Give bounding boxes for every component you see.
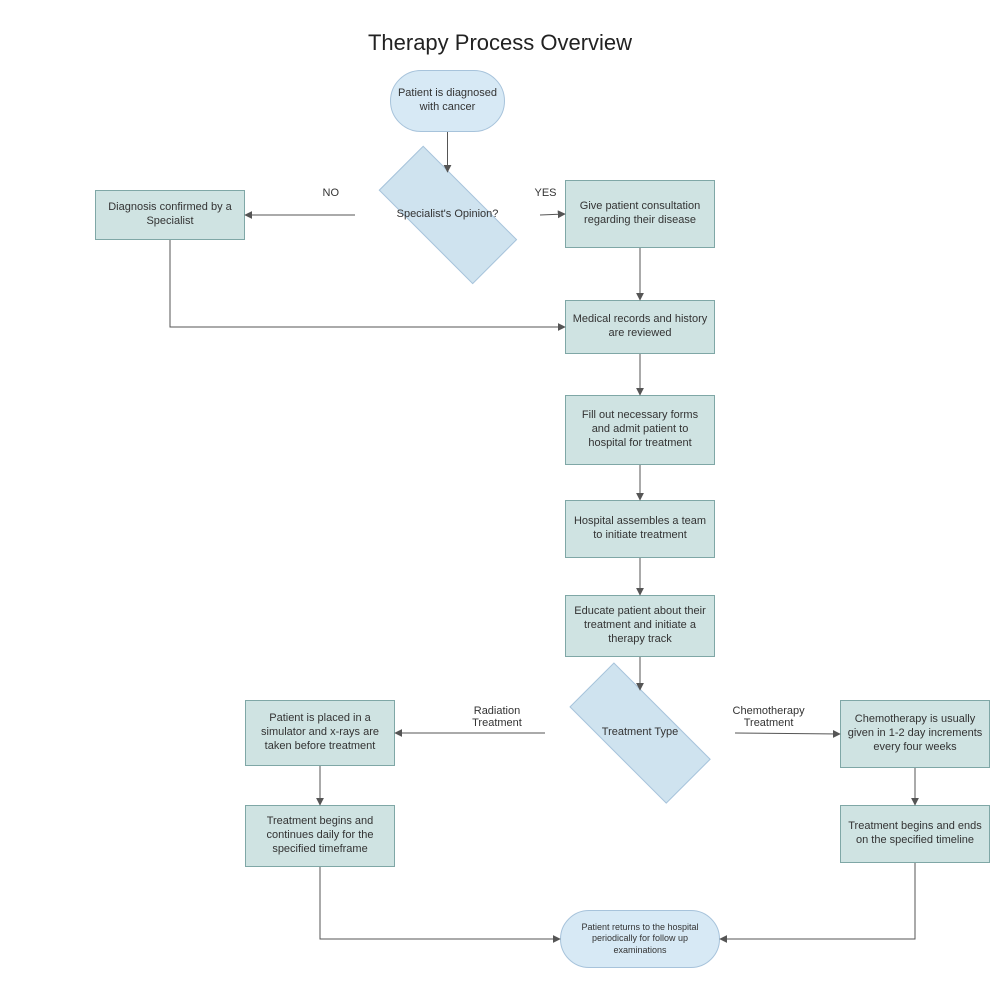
decision-label: Specialist's Opinion? xyxy=(387,208,508,222)
edge-confirm-records xyxy=(170,240,565,327)
edge-label-opinion-consult: YES xyxy=(496,187,596,199)
edge-opinion-consult xyxy=(540,214,565,215)
edge-raddaily-followup xyxy=(320,867,560,939)
edge-label-opinion-confirm: NO xyxy=(281,187,381,199)
edge-label-ttype-chemoincr: Chemotherapy Treatment xyxy=(719,705,819,729)
edge-label-ttype-radsim: Radiation Treatment xyxy=(447,705,547,729)
flowchart-canvas: Therapy Process OverviewPatient is diagn… xyxy=(0,0,1000,1000)
edge-chemotl-followup xyxy=(720,863,915,939)
decision-label: Treatment Type xyxy=(578,726,703,740)
edge-ttype-chemoincr xyxy=(735,733,840,734)
edges-layer xyxy=(0,0,1000,1000)
